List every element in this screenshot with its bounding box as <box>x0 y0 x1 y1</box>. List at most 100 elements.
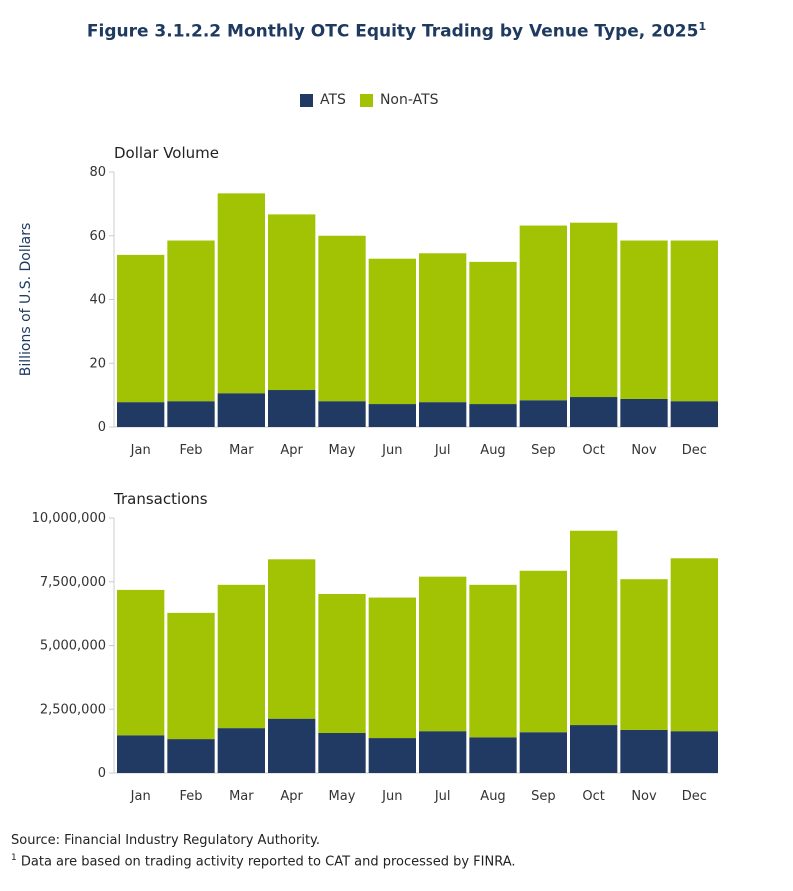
bar-ats-jan <box>117 735 165 773</box>
y-tick-label-0: 0 <box>98 420 106 435</box>
y-tick-label-1: 7,500,000 <box>40 575 106 590</box>
bar-non-ats-mar <box>217 584 265 729</box>
legend-item-ats[interactable]: ATS <box>300 92 346 108</box>
bar-non-ats-feb <box>167 240 215 402</box>
bar-non-ats-may <box>318 235 366 402</box>
bar-ats-jun <box>368 404 416 427</box>
bar-ats-jul <box>419 731 467 773</box>
x-tick-label-0: Jan <box>130 443 151 458</box>
x-tick-label-1: Feb <box>179 789 202 804</box>
bar-non-ats-dec <box>670 558 718 732</box>
bar-non-ats-nov <box>620 579 668 730</box>
bar-non-ats-jun <box>368 597 416 739</box>
title-footnote-mark: 1 <box>698 20 707 33</box>
x-tick-label-1: Jul <box>434 789 451 804</box>
x-tick-label-1: Nov <box>631 789 657 804</box>
bar-ats-dec <box>670 401 718 427</box>
y-tick-label-1: 0 <box>98 766 106 781</box>
x-tick-label-0: Jul <box>434 443 451 458</box>
source-note: Source: Financial Industry Regulatory Au… <box>11 833 321 848</box>
panel-title-1: Transactions <box>113 490 208 508</box>
bar-non-ats-apr <box>268 214 316 391</box>
bar-non-ats-oct <box>570 530 618 726</box>
x-tick-label-1: Oct <box>582 789 604 804</box>
x-tick-label-0: Apr <box>280 443 303 458</box>
bar-ats-nov <box>620 398 668 427</box>
bar-ats-apr <box>268 718 316 773</box>
bar-non-ats-jan <box>117 589 165 736</box>
legend-label-non-ats: Non-ATS <box>379 92 439 108</box>
bar-non-ats-aug <box>469 261 517 405</box>
y-tick-label-1: 5,000,000 <box>40 639 106 654</box>
bar-non-ats-feb <box>167 612 215 740</box>
x-tick-label-0: Aug <box>480 443 505 458</box>
y-axis-label-0: Billions of U.S. Dollars <box>18 223 34 377</box>
x-tick-label-1: Mar <box>229 789 254 804</box>
chart-legend: ATS Non-ATS <box>300 92 453 108</box>
bar-ats-sep <box>519 400 567 427</box>
bar-ats-feb <box>167 739 215 773</box>
legend-swatch-ats <box>300 93 313 107</box>
bar-non-ats-sep <box>519 225 567 401</box>
bar-ats-oct <box>570 397 618 427</box>
y-tick-label-0: 60 <box>89 229 106 244</box>
footnote: 1 Data are based on trading activity rep… <box>11 853 516 869</box>
footnote-mark: 1 <box>11 853 17 863</box>
x-tick-label-0: Oct <box>582 443 604 458</box>
bar-ats-dec <box>670 731 718 773</box>
bar-ats-jan <box>117 402 165 427</box>
x-tick-label-1: Jun <box>381 789 402 804</box>
x-tick-label-0: Nov <box>631 443 657 458</box>
y-tick-label-0: 40 <box>89 293 106 308</box>
panel-title-0: Dollar Volume <box>114 144 219 162</box>
bar-ats-nov <box>620 729 668 773</box>
bar-ats-mar <box>217 393 265 427</box>
bar-non-ats-aug <box>469 584 517 738</box>
bar-non-ats-jul <box>419 576 467 732</box>
bar-ats-oct <box>570 725 618 773</box>
y-tick-label-0: 20 <box>89 356 106 371</box>
figure-title: Figure 3.1.2.2 Monthly OTC Equity Tradin… <box>0 20 793 42</box>
legend-label-ats: ATS <box>320 92 346 108</box>
bar-ats-sep <box>519 732 567 773</box>
x-tick-label-0: May <box>329 443 356 458</box>
bar-non-ats-jul <box>419 253 467 403</box>
bar-ats-jun <box>368 738 416 773</box>
bar-non-ats-nov <box>620 240 668 399</box>
bar-non-ats-may <box>318 593 366 733</box>
footnote-text: Data are based on trading activity repor… <box>20 854 516 870</box>
x-tick-label-0: Mar <box>229 443 254 458</box>
x-tick-label-0: Sep <box>531 443 556 458</box>
bar-non-ats-apr <box>268 559 316 719</box>
bar-non-ats-mar <box>217 193 265 394</box>
bar-ats-mar <box>217 728 265 773</box>
bar-ats-aug <box>469 404 517 427</box>
bar-non-ats-jun <box>368 258 416 405</box>
bar-non-ats-oct <box>570 222 618 398</box>
x-tick-label-0: Jun <box>381 443 402 458</box>
bar-ats-aug <box>469 737 517 773</box>
y-tick-label-1: 2,500,000 <box>40 702 106 717</box>
bar-non-ats-dec <box>670 240 718 402</box>
x-tick-label-0: Feb <box>179 443 202 458</box>
x-tick-label-1: Apr <box>280 789 303 804</box>
bar-ats-may <box>318 401 366 427</box>
x-tick-label-1: Jan <box>130 789 151 804</box>
y-tick-label-0: 80 <box>89 165 106 180</box>
figure-title-text: Figure 3.1.2.2 Monthly OTC Equity Tradin… <box>86 21 699 42</box>
y-tick-label-1: 10,000,000 <box>32 511 106 526</box>
x-tick-label-1: Sep <box>531 789 556 804</box>
bar-ats-jul <box>419 402 467 427</box>
x-tick-label-1: Dec <box>682 789 707 804</box>
x-tick-label-1: Aug <box>480 789 505 804</box>
bar-non-ats-jan <box>117 254 165 403</box>
bar-ats-apr <box>268 390 316 427</box>
legend-swatch-non-ats <box>359 93 373 107</box>
x-tick-label-0: Dec <box>682 443 707 458</box>
bar-ats-may <box>318 732 366 773</box>
bar-non-ats-sep <box>519 570 567 733</box>
legend-item-non-ats[interactable]: Non-ATS <box>359 92 439 108</box>
bar-ats-feb <box>167 401 215 427</box>
x-tick-label-1: May <box>329 789 356 804</box>
